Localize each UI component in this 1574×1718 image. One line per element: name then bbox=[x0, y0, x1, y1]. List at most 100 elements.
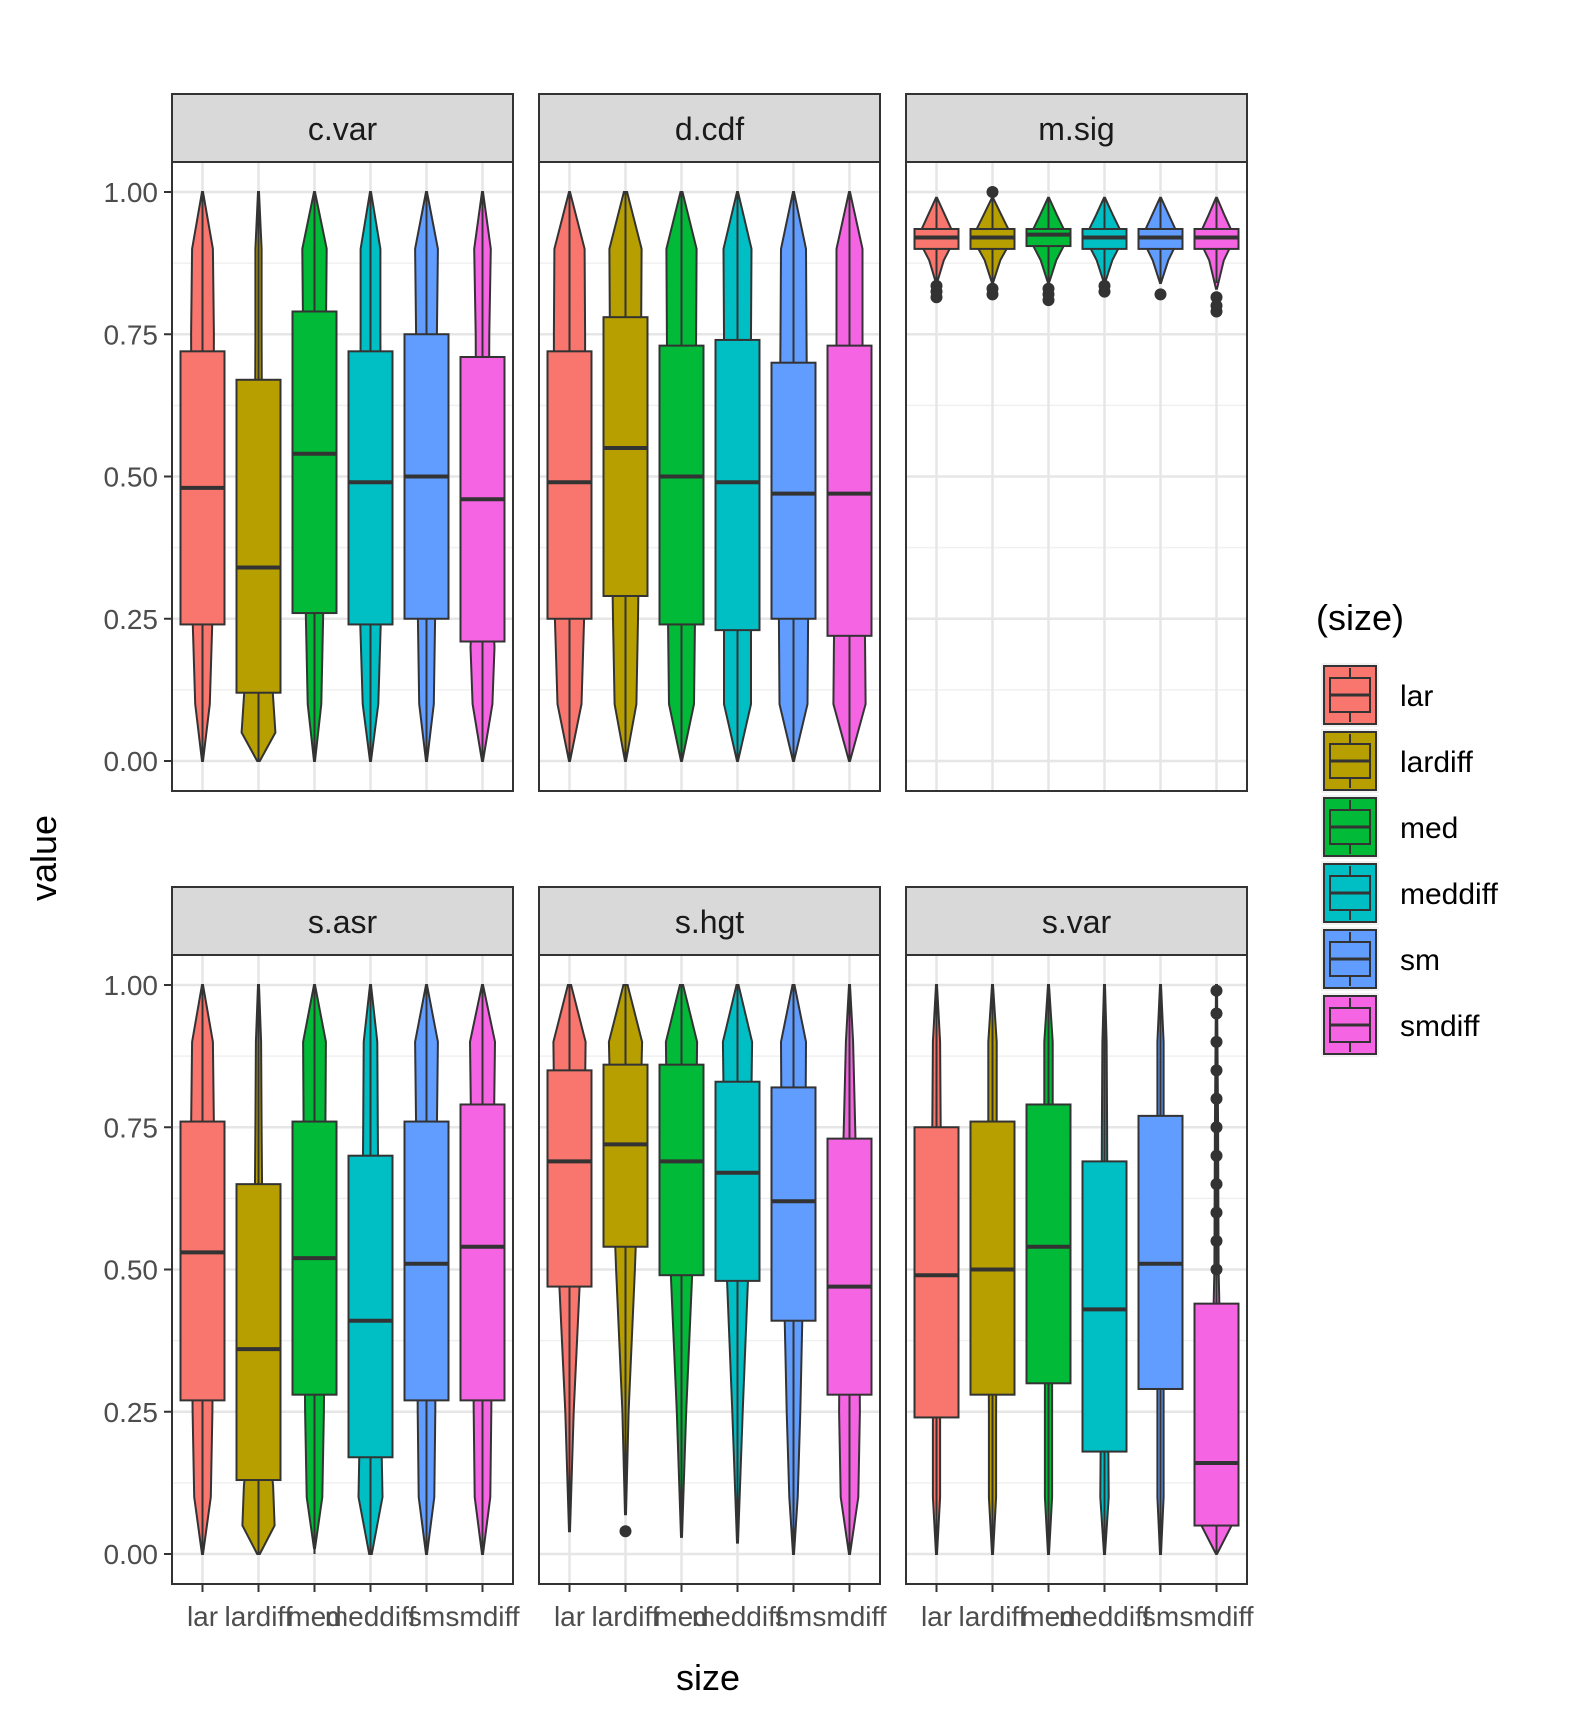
legend-label: med bbox=[1400, 812, 1458, 845]
series-sm bbox=[1137, 196, 1184, 301]
facet-strip-label: s.var bbox=[1042, 904, 1112, 940]
series-smdiff bbox=[826, 191, 873, 762]
outlier-point bbox=[1210, 1263, 1223, 1276]
series-smdiff bbox=[459, 191, 506, 762]
box-sm bbox=[1137, 1114, 1184, 1390]
y-tick-label: 0.25 bbox=[104, 1397, 159, 1428]
legend-key-sm: sm bbox=[1319, 925, 1440, 993]
panel-border bbox=[905, 161, 1248, 792]
series-med bbox=[1025, 196, 1072, 307]
box-lardiff bbox=[235, 1183, 282, 1482]
series-lardiff bbox=[235, 984, 282, 1555]
outlier-point bbox=[1210, 1035, 1223, 1048]
x-tick-label: lar bbox=[187, 1601, 218, 1632]
x-tick-label: lardiff bbox=[959, 1601, 1027, 1632]
x-tick-label: sm bbox=[1142, 1601, 1179, 1632]
y-tick-label: 0.50 bbox=[104, 1255, 159, 1286]
outlier-point bbox=[1210, 299, 1223, 312]
legend-label: meddiff bbox=[1400, 878, 1499, 911]
series-lar bbox=[546, 984, 593, 1533]
panel-border bbox=[538, 161, 881, 792]
series-med bbox=[658, 984, 705, 1538]
box-med bbox=[1025, 1103, 1072, 1385]
box-lardiff bbox=[602, 1063, 649, 1248]
box-lar bbox=[546, 1069, 593, 1288]
outlier-point bbox=[1210, 1235, 1223, 1248]
box-smdiff bbox=[826, 1137, 873, 1396]
y-tick-label: 1.00 bbox=[104, 177, 159, 208]
box-meddiff bbox=[714, 1080, 761, 1282]
series-lardiff bbox=[602, 984, 649, 1538]
series-sm bbox=[1137, 984, 1184, 1555]
x-tick-label: sm bbox=[408, 1601, 445, 1632]
series-meddiff bbox=[714, 191, 761, 762]
x-tick-label: med bbox=[1021, 1601, 1075, 1632]
box-lardiff bbox=[969, 1120, 1016, 1396]
series-lar bbox=[913, 984, 960, 1555]
box-smdiff bbox=[459, 1103, 506, 1402]
legend-key-smdiff: smdiff bbox=[1319, 991, 1480, 1059]
facet-strip bbox=[538, 93, 881, 163]
y-tick-label: 0.00 bbox=[104, 746, 159, 777]
series-med bbox=[291, 191, 338, 762]
series-meddiff bbox=[1081, 984, 1128, 1555]
series-lardiff bbox=[969, 984, 1016, 1555]
series-med bbox=[658, 191, 705, 762]
facet-panel-m.sig: m.sig bbox=[905, 93, 1248, 792]
box-med bbox=[1025, 227, 1072, 248]
series-meddiff bbox=[1081, 196, 1128, 298]
y-tick-label: 0.00 bbox=[104, 1539, 159, 1570]
legend-label: smdiff bbox=[1400, 1010, 1480, 1043]
series-smdiff bbox=[459, 984, 506, 1555]
y-tick-label: 0.25 bbox=[104, 604, 159, 635]
series-smdiff bbox=[1193, 196, 1240, 318]
x-axis-title: size bbox=[676, 1657, 740, 1698]
outlier-point bbox=[1098, 279, 1111, 292]
outlier-point bbox=[619, 1525, 632, 1538]
facet-strip-label: m.sig bbox=[1038, 111, 1114, 147]
series-smdiff bbox=[826, 984, 873, 1555]
x-tick-label: meddiff bbox=[692, 1601, 784, 1632]
x-tick-label: meddiff bbox=[325, 1601, 417, 1632]
outlier-point bbox=[1042, 282, 1055, 295]
outlier-point bbox=[1210, 1206, 1223, 1219]
series-med bbox=[291, 984, 338, 1554]
box-lardiff bbox=[235, 378, 282, 694]
legend-label: lar bbox=[1400, 680, 1433, 713]
series-meddiff bbox=[347, 984, 394, 1555]
box-lardiff bbox=[602, 316, 649, 597]
panel-border bbox=[905, 954, 1248, 1585]
outlier-point bbox=[1210, 1121, 1223, 1134]
box-meddiff bbox=[347, 350, 394, 626]
series-med bbox=[1025, 984, 1072, 1555]
outlier-point bbox=[1210, 1178, 1223, 1191]
outlier-point bbox=[1210, 1064, 1223, 1077]
series-lardiff bbox=[602, 191, 649, 762]
series-sm bbox=[403, 191, 450, 762]
box-meddiff bbox=[714, 338, 761, 632]
box-sm bbox=[770, 1086, 817, 1322]
box-med bbox=[658, 1063, 705, 1277]
box-sm bbox=[770, 361, 817, 620]
series-lardiff bbox=[235, 191, 282, 762]
outlier-point bbox=[1210, 1149, 1223, 1162]
x-tick-label: med bbox=[654, 1601, 708, 1632]
x-tick-label: lar bbox=[921, 1601, 952, 1632]
outlier-point bbox=[1210, 291, 1223, 304]
series-smdiff bbox=[1193, 984, 1240, 1555]
x-tick-label: lar bbox=[554, 1601, 585, 1632]
box-med bbox=[658, 344, 705, 626]
facet-strip bbox=[171, 93, 514, 163]
y-tick-label: 1.00 bbox=[104, 970, 159, 1001]
facet-panel-c.var: c.var 0.00 0.25 0.50 0.75 1.00 bbox=[104, 93, 514, 792]
legend-label: lardiff bbox=[1400, 746, 1473, 779]
x-tick-label: smdiff bbox=[445, 1601, 519, 1632]
outlier-point bbox=[986, 282, 999, 295]
y-tick-label: 0.75 bbox=[104, 1112, 159, 1143]
outlier-point bbox=[1154, 288, 1167, 301]
facet-strip-label: s.asr bbox=[308, 904, 378, 940]
facet-strip-label: c.var bbox=[308, 111, 378, 147]
